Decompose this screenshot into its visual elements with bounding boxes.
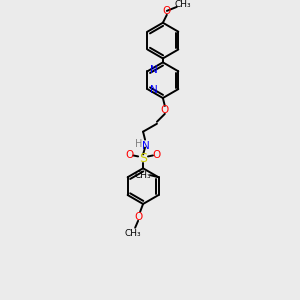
Text: O: O bbox=[153, 150, 161, 161]
Text: O: O bbox=[125, 150, 133, 161]
Text: H: H bbox=[135, 139, 143, 148]
Text: O: O bbox=[163, 6, 171, 16]
Text: N: N bbox=[149, 85, 157, 95]
Text: S: S bbox=[139, 152, 147, 165]
Text: O: O bbox=[161, 105, 169, 115]
Text: N: N bbox=[149, 65, 157, 75]
Text: CH₃: CH₃ bbox=[174, 0, 191, 9]
Text: CH₃: CH₃ bbox=[125, 229, 142, 238]
Text: CH₃: CH₃ bbox=[134, 171, 151, 180]
Text: N: N bbox=[142, 140, 150, 151]
Text: O: O bbox=[134, 212, 142, 222]
